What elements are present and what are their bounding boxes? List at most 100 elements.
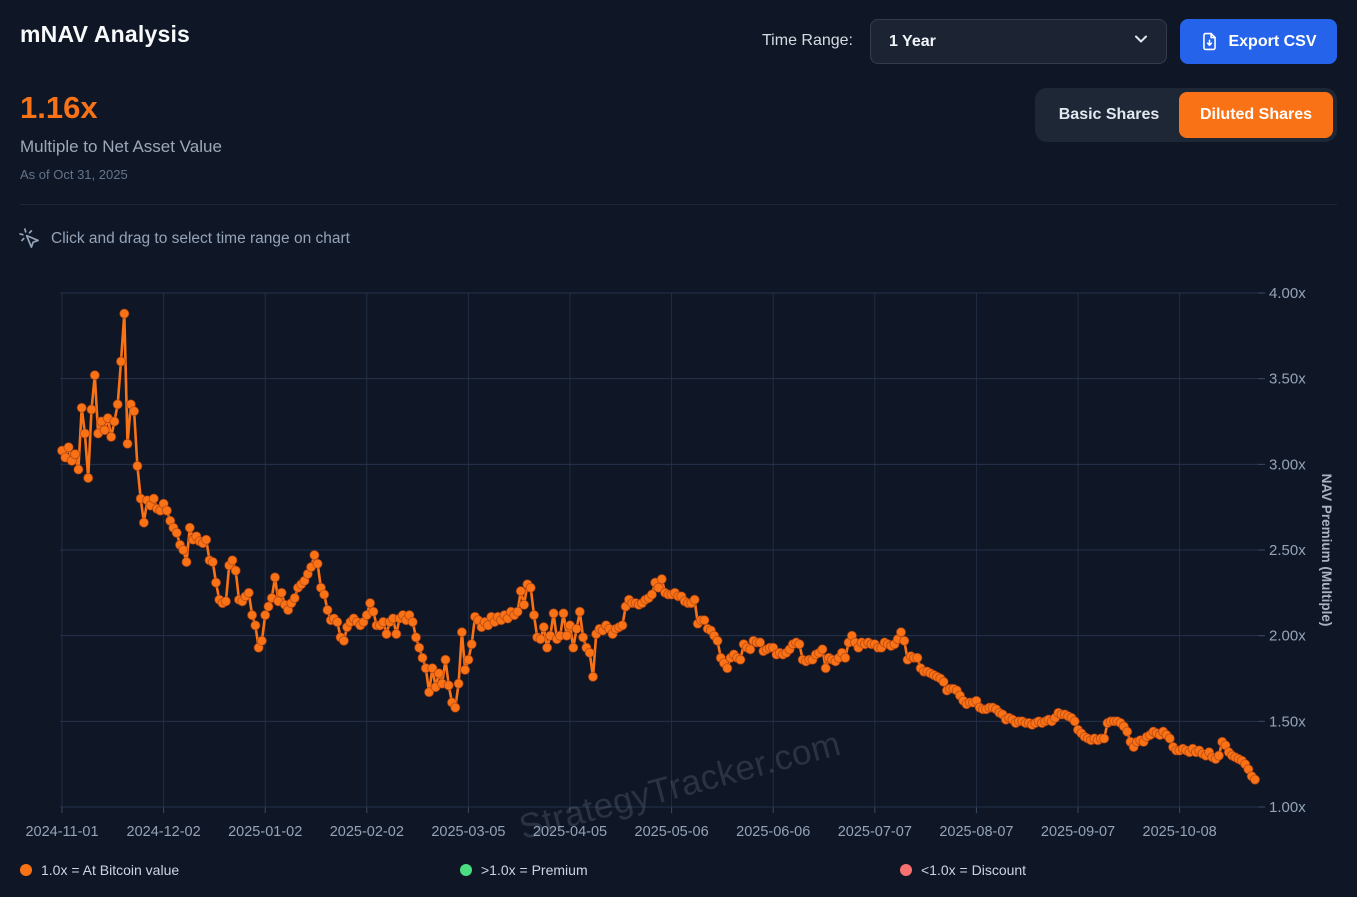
x-tick-label: 2025-10-08 — [1143, 824, 1217, 840]
data-point — [201, 534, 212, 545]
data-point — [407, 616, 418, 628]
data-point — [938, 676, 949, 687]
data-point — [460, 664, 471, 675]
data-point — [427, 663, 438, 674]
data-point — [453, 678, 464, 689]
data-point — [115, 356, 127, 367]
chevron-down-icon — [1132, 30, 1150, 53]
data-point — [443, 680, 454, 691]
chart-canvas[interactable]: 2024-11-01 2024-12-02 2025-01-02 2025-02-02… — [0, 280, 1357, 862]
data-point — [525, 582, 536, 593]
legend-dot-icon — [900, 864, 912, 876]
data-point — [417, 652, 428, 663]
data-point — [574, 606, 585, 617]
x-tick-label: 2025-03-05 — [431, 824, 505, 840]
page-title: mNAV Analysis — [20, 21, 191, 47]
data-point — [250, 620, 261, 631]
data-point — [129, 406, 140, 417]
time-range-value: 1 Year — [889, 32, 936, 50]
data-point — [1122, 726, 1133, 737]
data-point — [76, 402, 87, 413]
x-tick-label: 2025-02-02 — [330, 824, 404, 840]
data-point — [414, 642, 425, 653]
data-point — [1099, 733, 1110, 744]
legend-item: <1.0x = Discount — [900, 862, 1026, 878]
data-point — [646, 589, 658, 600]
data-point — [181, 556, 192, 568]
data-point — [227, 555, 238, 566]
data-point — [391, 628, 402, 640]
x-tick-label: 2025-04-05 — [533, 824, 607, 840]
data-point — [450, 702, 461, 713]
chart-hint: Click and drag to select time range on c… — [18, 227, 350, 250]
data-point — [699, 615, 710, 626]
data-point — [230, 565, 241, 576]
data-point — [171, 527, 182, 538]
data-point — [1213, 750, 1225, 761]
y-tick-label: 3.00x — [1269, 456, 1306, 473]
data-point — [122, 438, 133, 449]
mnav-value: 1.16x — [20, 90, 98, 125]
y-tick-label: 1.50x — [1269, 713, 1306, 730]
data-point — [184, 522, 195, 533]
y-axis-title: NAV Premium (Multiple) — [1319, 474, 1334, 627]
data-point — [319, 589, 330, 600]
data-point — [512, 606, 523, 617]
data-point — [587, 671, 599, 682]
data-point — [243, 587, 254, 598]
data-point — [207, 556, 218, 568]
header-divider — [20, 204, 1337, 205]
data-point — [712, 635, 723, 646]
data-point — [256, 635, 267, 646]
legend-item: >1.0x = Premium — [460, 862, 588, 878]
data-point — [63, 442, 74, 453]
data-point — [817, 644, 828, 655]
mnav-chart[interactable]: 2024-11-01 2024-12-02 2025-01-02 2025-02-02… — [0, 280, 1357, 862]
data-point — [338, 635, 349, 646]
time-range-select[interactable]: 1 Year — [870, 19, 1167, 64]
data-point — [538, 622, 549, 633]
data-point — [519, 599, 530, 610]
data-point — [220, 596, 231, 607]
data-point — [263, 601, 274, 612]
data-point — [895, 627, 907, 638]
legend-dot-icon — [460, 864, 472, 876]
cursor-click-icon — [18, 227, 41, 250]
data-point — [1249, 774, 1261, 785]
data-point — [840, 652, 851, 663]
file-download-icon — [1200, 32, 1219, 51]
data-point — [138, 517, 149, 528]
data-point — [276, 587, 287, 598]
data-point — [106, 431, 117, 442]
data-point — [210, 577, 222, 588]
data-point — [617, 620, 628, 631]
data-point — [440, 654, 451, 665]
data-point — [178, 544, 189, 556]
data-point — [260, 610, 271, 621]
data-point — [794, 639, 805, 650]
data-point — [689, 594, 700, 605]
basic-shares-button[interactable]: Basic Shares — [1058, 106, 1160, 123]
data-point — [542, 642, 553, 653]
data-point — [99, 425, 110, 436]
diluted-shares-button[interactable]: Diluted Shares — [1179, 92, 1333, 138]
data-point — [568, 642, 579, 653]
data-point — [73, 464, 84, 475]
data-point — [561, 630, 572, 641]
data-point — [528, 610, 540, 621]
data-point — [132, 460, 143, 472]
x-tick-label: 2025-06-06 — [736, 824, 810, 840]
data-point — [722, 663, 733, 674]
data-point — [86, 404, 97, 415]
mnav-description: Multiple to Net Asset Value — [20, 137, 222, 156]
export-csv-button[interactable]: Export CSV — [1180, 19, 1337, 64]
data-point — [83, 472, 94, 484]
data-point — [365, 598, 376, 609]
export-csv-label: Export CSV — [1228, 32, 1317, 50]
data-point — [463, 654, 474, 665]
data-point — [820, 663, 831, 674]
data-point — [584, 647, 595, 658]
y-tick-label: 2.50x — [1269, 542, 1306, 559]
data-point — [653, 582, 664, 593]
time-range-label: Time Range: — [762, 32, 853, 49]
